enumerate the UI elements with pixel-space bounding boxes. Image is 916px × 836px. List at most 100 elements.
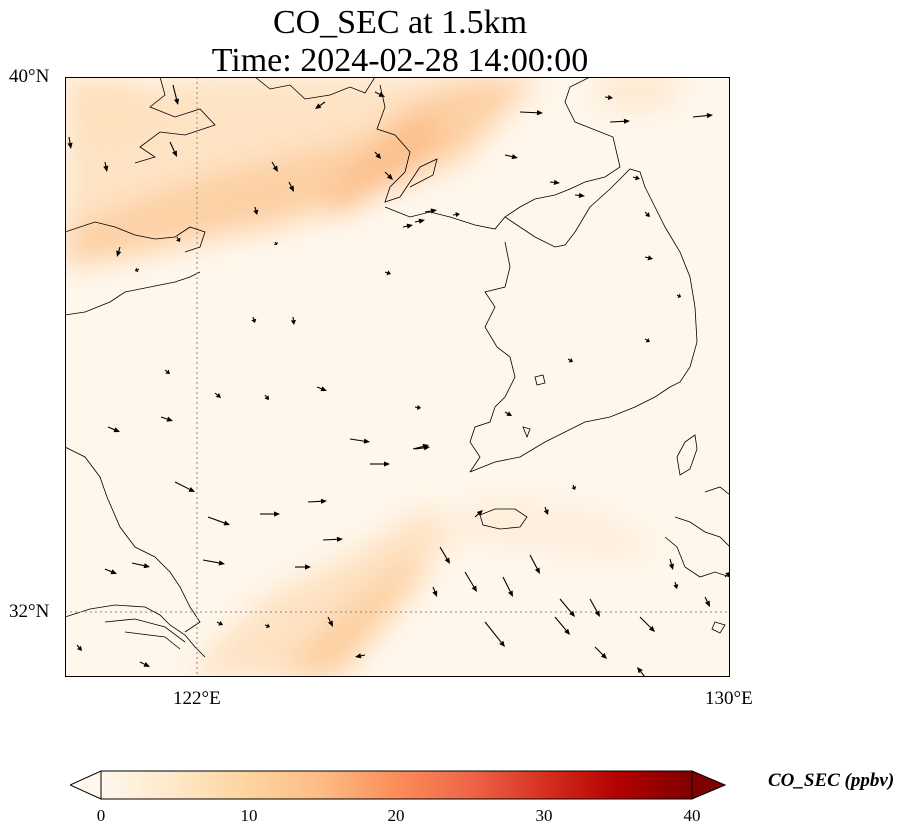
wind-arrow <box>439 546 450 564</box>
wind-arrow <box>251 316 257 323</box>
wind-arrow <box>502 576 513 597</box>
wind-arrow <box>374 91 385 97</box>
wind-arrow <box>164 369 170 374</box>
wind-arrow <box>160 416 173 422</box>
colorbar-gradient <box>100 770 693 800</box>
wind-arrow <box>464 571 477 592</box>
colorbar-tick-0: 0 <box>96 806 106 825</box>
wind-arrow <box>384 270 391 276</box>
wind-arrow <box>692 113 713 119</box>
wind-arrow <box>264 394 269 400</box>
wind-arrow <box>543 506 549 515</box>
wind-arrow <box>315 101 326 109</box>
wind-arrow <box>414 404 421 410</box>
wind-arrow <box>295 564 311 570</box>
wind-arrow <box>169 141 177 157</box>
wind-arrow <box>549 179 560 185</box>
wind-arrow <box>594 646 607 659</box>
wind-arrow <box>414 218 425 224</box>
wind-arrow <box>574 192 585 198</box>
wind-arrow <box>131 562 150 569</box>
wind-arrow <box>559 598 575 617</box>
colorbar-tick-30: 30 <box>535 806 553 825</box>
wind-arrow <box>349 438 370 444</box>
wind-arrow <box>202 559 225 566</box>
coastlines <box>65 77 730 658</box>
colorbar-label: CO_SEC (ppbv) <box>768 770 895 791</box>
wind-arrow <box>474 510 483 518</box>
wind-arrow <box>432 586 438 597</box>
lat-label-32n: 32°N <box>9 601 50 622</box>
wind-arrow <box>632 175 640 181</box>
wind-arrow <box>673 581 679 589</box>
wind-arrow <box>264 623 270 629</box>
lon-label-130e: 130°E <box>705 688 753 709</box>
wind-arrow <box>104 568 117 575</box>
wind-arrow <box>639 616 655 632</box>
colorbar-tick-40: 40 <box>683 806 701 825</box>
lon-label-122e: 122°E <box>173 688 221 709</box>
wind-arrow <box>271 161 278 172</box>
wind-arrow <box>174 481 195 492</box>
map-frame <box>65 77 730 677</box>
wind-arrow <box>67 136 73 149</box>
wind-arrow <box>424 208 437 214</box>
wind-arrow <box>676 293 681 299</box>
wind-arrow <box>307 498 327 504</box>
wind-arrow <box>76 644 82 651</box>
lat-label-40n: 40°N <box>9 66 50 87</box>
wind-arrow <box>644 211 650 217</box>
wind-arrow <box>355 653 366 659</box>
wind-arrow <box>504 411 512 416</box>
co-plume-north <box>65 77 685 267</box>
colorbar-extend-max <box>691 770 726 800</box>
wind-arrow <box>484 621 505 647</box>
wind-arrow <box>253 206 259 215</box>
wind-arrow <box>704 596 710 607</box>
wind-vectors <box>67 84 730 677</box>
wind-arrow <box>609 118 630 124</box>
wind-arrow <box>288 181 294 192</box>
wind-arrow <box>273 241 278 245</box>
colorbar-tick-10: 10 <box>240 806 258 825</box>
wind-arrow <box>374 151 381 159</box>
wind-arrow <box>402 223 413 229</box>
colorbar-extend-min <box>70 770 102 800</box>
wind-arrow <box>554 616 570 635</box>
wind-arrow <box>135 267 140 273</box>
wind-arrow <box>175 236 181 242</box>
wind-arrow <box>644 255 653 261</box>
wind-arrow <box>327 616 333 627</box>
wind-arrow <box>290 316 296 325</box>
wind-arrow <box>103 161 109 172</box>
wind-arrow <box>107 426 120 433</box>
wind-arrow <box>316 386 327 392</box>
wind-arrow <box>519 110 543 116</box>
wind-arrow <box>567 357 573 363</box>
map-title-line2: Time: 2024-02-28 14:00:00 <box>211 42 589 79</box>
wind-arrow <box>214 392 221 398</box>
wind-arrow <box>504 154 518 160</box>
map-title-line1: CO_SEC at 1.5km <box>272 4 528 41</box>
wind-arrow <box>139 661 150 667</box>
colorbar <box>70 770 726 800</box>
wind-arrow <box>604 94 613 100</box>
wind-arrow <box>589 598 600 617</box>
co-plume-south <box>185 497 665 677</box>
wind-arrow <box>322 536 343 542</box>
wind-arrow <box>384 171 393 180</box>
wind-arrow <box>452 212 460 218</box>
map-panel <box>65 77 730 677</box>
wind-arrow <box>370 461 390 467</box>
wind-arrow <box>644 337 650 343</box>
wind-arrow <box>260 511 280 517</box>
wind-arrow <box>216 620 223 626</box>
wind-arrow <box>412 443 429 450</box>
wind-arrow <box>207 516 230 526</box>
colorbar-tick-20: 20 <box>387 806 405 825</box>
wind-arrow <box>724 572 730 578</box>
wind-arrow <box>529 554 540 574</box>
wind-arrow <box>571 484 577 490</box>
wind-arrow <box>116 246 122 257</box>
wind-arrow <box>172 84 180 105</box>
